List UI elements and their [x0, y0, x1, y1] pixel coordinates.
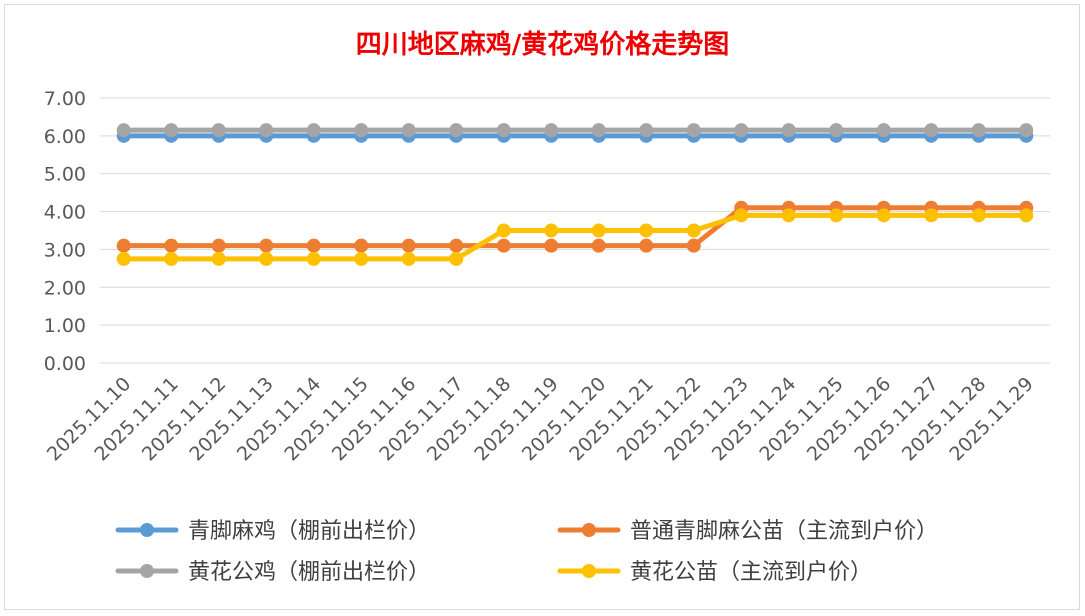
data-point — [307, 123, 321, 137]
legend-marker — [582, 523, 596, 537]
series-lines — [117, 123, 1034, 266]
series-line — [124, 215, 1027, 259]
data-point — [877, 123, 891, 137]
data-point — [687, 123, 701, 137]
y-tick-label: 2.00 — [44, 277, 86, 299]
y-axis: 0.00 1.00 2.00 3.00 4.00 5.00 6.00 7.00 — [44, 88, 86, 375]
data-point — [639, 224, 653, 238]
data-point — [782, 208, 796, 222]
y-tick-label: 3.00 — [44, 239, 86, 261]
data-point — [402, 123, 416, 137]
data-point — [402, 239, 416, 253]
data-point — [544, 239, 558, 253]
data-point — [212, 252, 226, 266]
data-point — [639, 239, 653, 253]
data-point — [354, 123, 368, 137]
data-point — [497, 123, 511, 137]
data-point — [354, 239, 368, 253]
y-tick-label: 7.00 — [44, 88, 86, 110]
legend-item: 青脚麻鸡（棚前出栏价） — [118, 519, 430, 544]
data-point — [924, 123, 938, 137]
data-point — [829, 208, 843, 222]
data-point — [592, 224, 606, 238]
data-point — [782, 123, 796, 137]
data-point — [449, 239, 463, 253]
data-point — [259, 123, 273, 137]
series-4 — [117, 208, 1034, 266]
data-point — [117, 239, 131, 253]
data-point — [1019, 208, 1033, 222]
data-point — [164, 123, 178, 137]
legend-item: 黄花公鸡（棚前出栏价） — [118, 560, 430, 585]
data-point — [544, 123, 558, 137]
data-point — [687, 224, 701, 238]
data-point — [497, 239, 511, 253]
legend-label: 普通青脚麻公苗（主流到户价） — [630, 519, 938, 544]
data-point — [402, 252, 416, 266]
y-tick-label: 0.00 — [44, 353, 86, 375]
data-point — [877, 208, 891, 222]
y-tick-label: 5.00 — [44, 164, 86, 186]
legend-marker — [582, 564, 596, 578]
series-2 — [117, 201, 1034, 253]
legend-item: 黄花公苗（主流到户价） — [560, 560, 872, 585]
data-point — [449, 252, 463, 266]
y-tick-label: 4.00 — [44, 202, 86, 224]
data-point — [592, 123, 606, 137]
data-point — [117, 123, 131, 137]
data-point — [687, 239, 701, 253]
data-point — [544, 224, 558, 238]
legend-label: 黄花公苗（主流到户价） — [630, 560, 872, 585]
data-point — [924, 208, 938, 222]
data-point — [972, 123, 986, 137]
y-tick-label: 1.00 — [44, 315, 86, 337]
legend: 青脚麻鸡（棚前出栏价） 普通青脚麻公苗（主流到户价） 黄花公鸡（棚前出栏价） 黄花公苗… — [118, 519, 938, 585]
data-point — [592, 239, 606, 253]
data-point — [259, 252, 273, 266]
data-point — [117, 252, 131, 266]
legend-item: 普通青脚麻公苗（主流到户价） — [560, 519, 938, 544]
data-point — [972, 208, 986, 222]
data-point — [212, 123, 226, 137]
legend-label: 黄花公鸡（棚前出栏价） — [188, 560, 430, 585]
data-point — [734, 208, 748, 222]
data-point — [639, 123, 653, 137]
data-point — [164, 239, 178, 253]
data-point — [354, 252, 368, 266]
data-point — [307, 239, 321, 253]
legend-label: 青脚麻鸡（棚前出栏价） — [188, 519, 430, 544]
data-point — [449, 123, 463, 137]
data-point — [734, 123, 748, 137]
data-point — [259, 239, 273, 253]
data-point — [1019, 123, 1033, 137]
x-axis: 2025.11.102025.11.112025.11.122025.11.13… — [43, 373, 1038, 465]
data-point — [212, 239, 226, 253]
data-point — [829, 123, 843, 137]
data-point — [164, 252, 178, 266]
data-point — [497, 224, 511, 238]
y-tick-label: 6.00 — [44, 126, 86, 148]
legend-marker — [140, 523, 154, 537]
data-point — [307, 252, 321, 266]
legend-marker — [140, 564, 154, 578]
